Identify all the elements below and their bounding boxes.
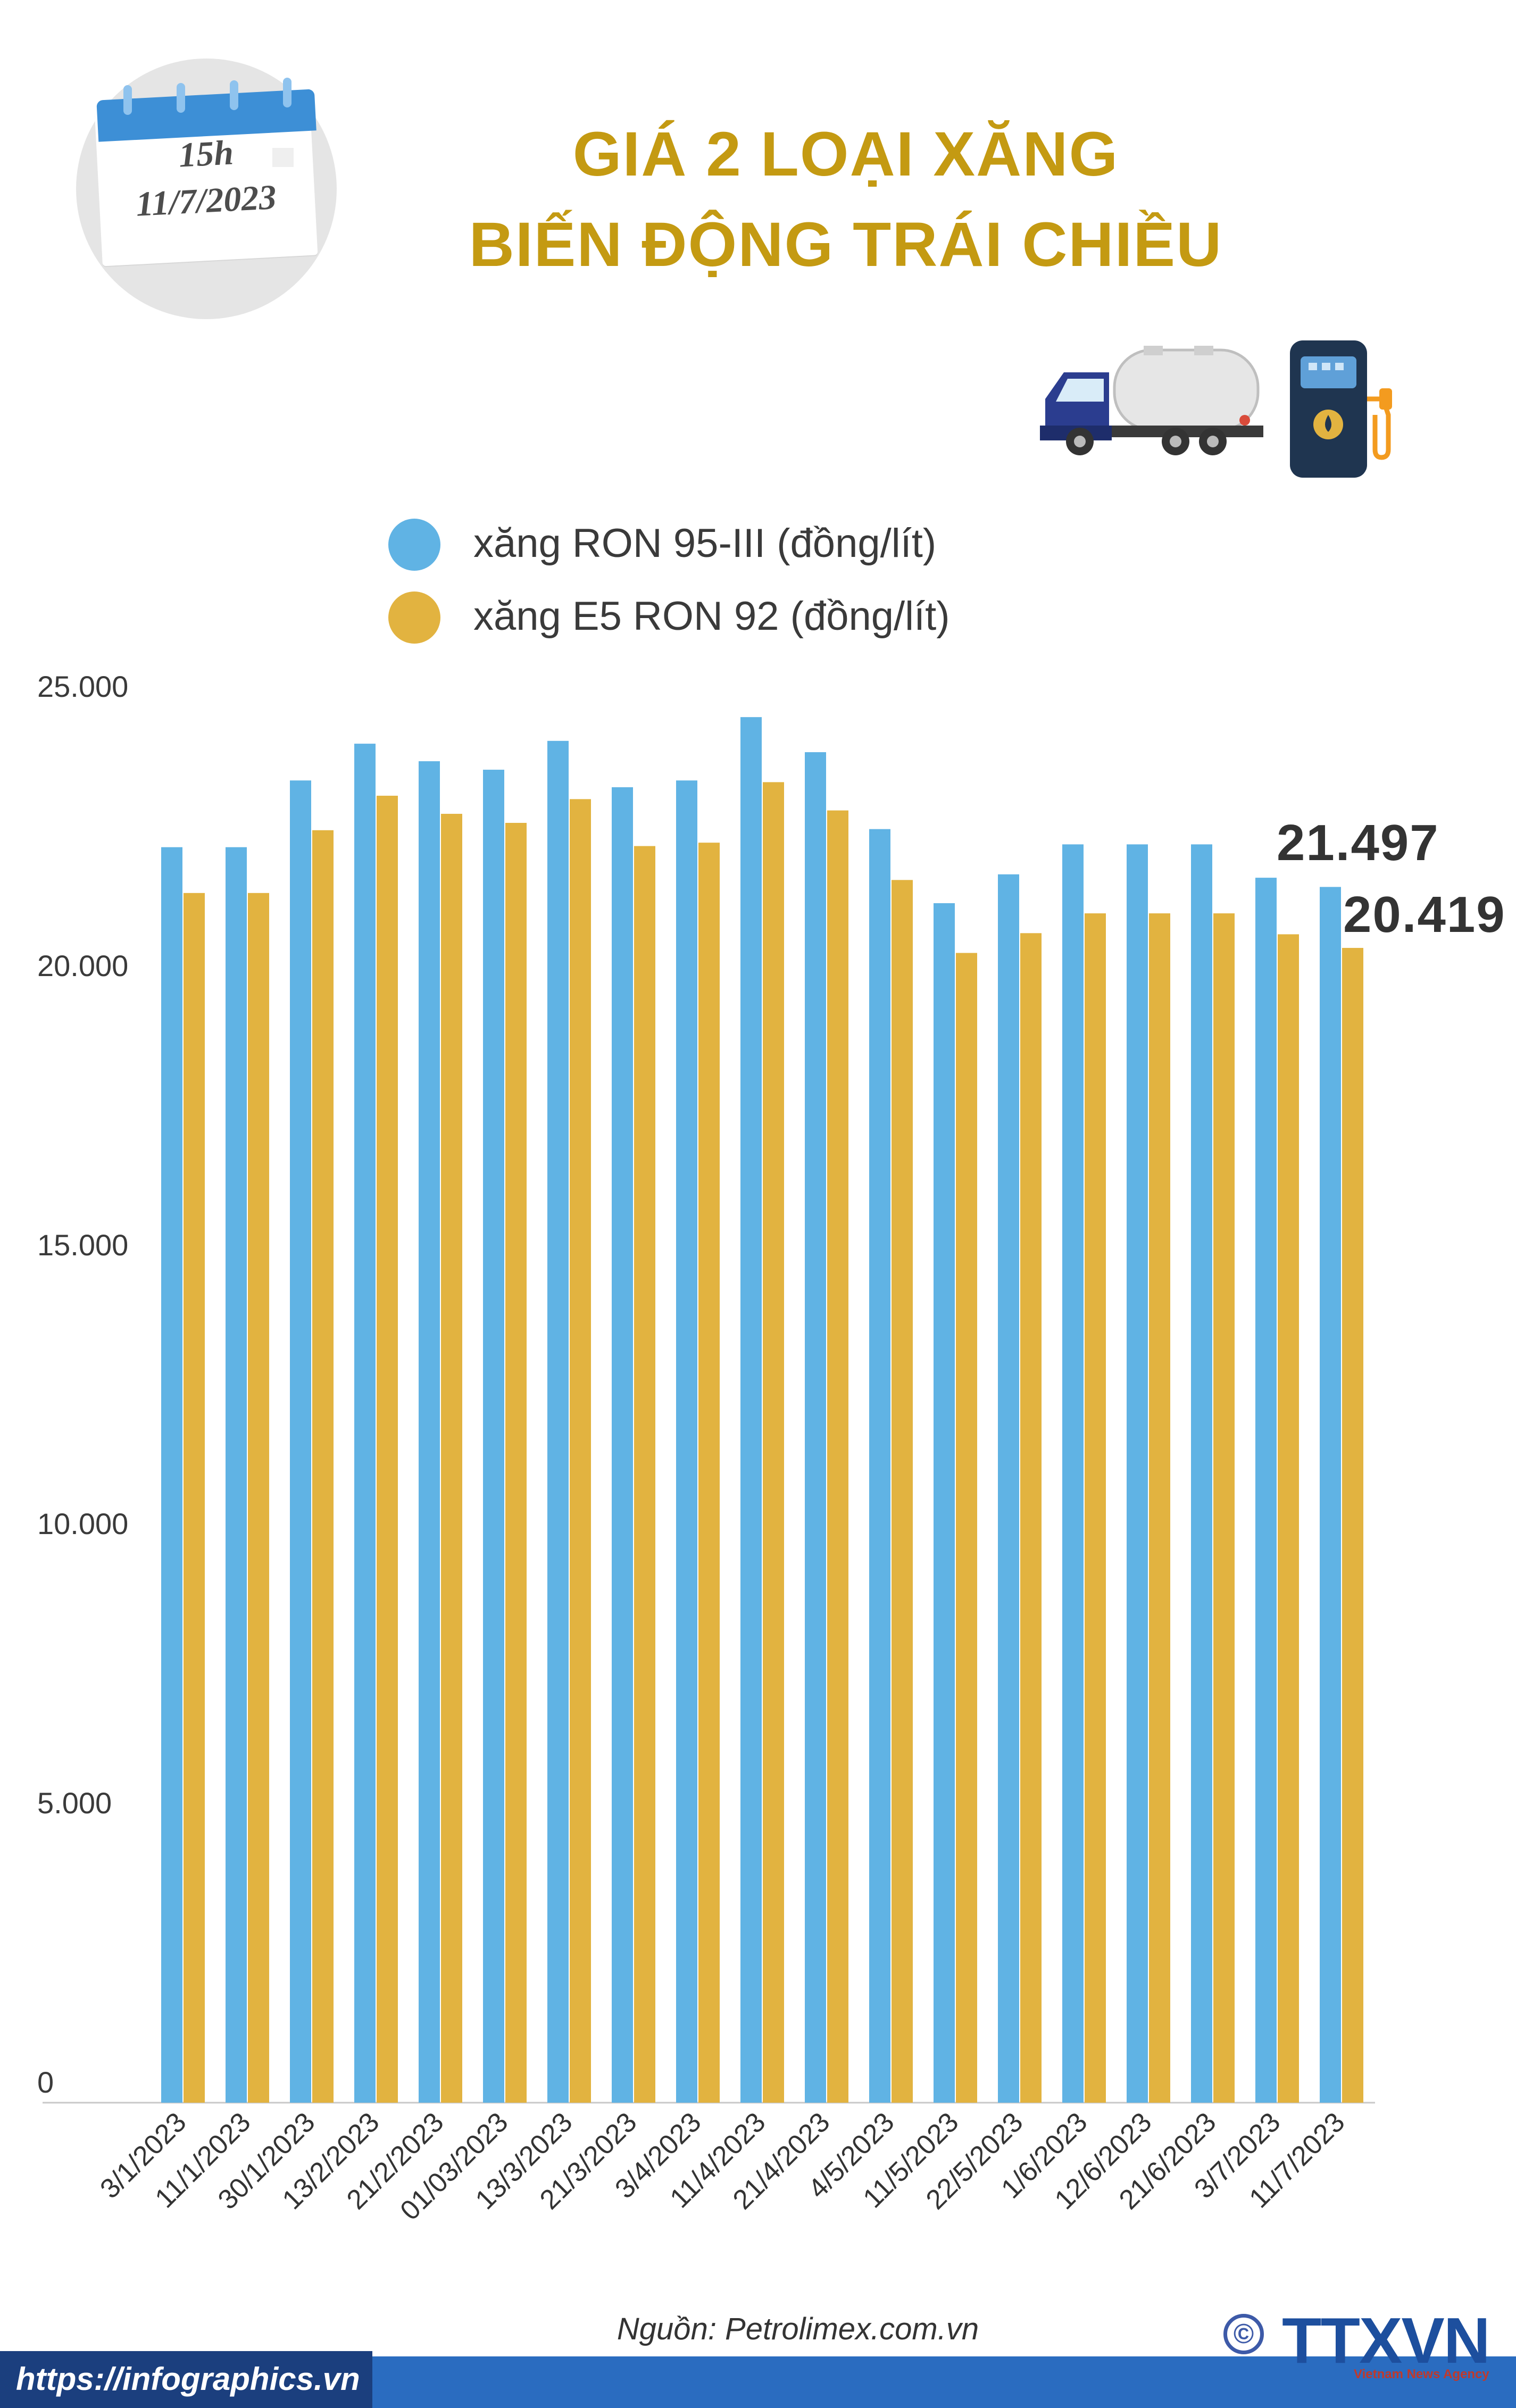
- calendar-ring-icon: [177, 83, 185, 113]
- bar-ron95: [419, 761, 440, 2103]
- legend-label-ron95: xăng RON 95-III (đồng/lít): [473, 521, 937, 566]
- bar-ron95: [547, 740, 569, 2103]
- y-tick-label: 10.000: [37, 1507, 129, 1540]
- bar-ron95: [740, 717, 762, 2103]
- bar-e5: [1342, 948, 1363, 2103]
- bar-e5: [892, 880, 913, 2103]
- y-tick-label: 15.000: [37, 1228, 129, 1262]
- bar-ron95: [354, 744, 376, 2103]
- title-line-1: GIÁ 2 LOẠI XĂNG: [572, 119, 1119, 189]
- bar-ron95: [805, 752, 826, 2103]
- bar-ron95: [869, 829, 890, 2103]
- bar-e5: [634, 846, 655, 2103]
- bar-e5: [570, 799, 591, 2103]
- bar-e5: [1020, 933, 1042, 2103]
- bar-ron95: [483, 770, 504, 2103]
- bar-ron95: [998, 874, 1019, 2103]
- bar-e5: [505, 822, 527, 2103]
- legend-label-e5: xăng E5 RON 92 (đồng/lít): [473, 594, 950, 639]
- bar-ron95: [1062, 844, 1084, 2103]
- bar-e5: [377, 795, 398, 2103]
- bar-e5: [1213, 913, 1235, 2103]
- bar-e5: [698, 843, 720, 2103]
- bar-e5: [1149, 913, 1170, 2103]
- title-line-2: BIẾN ĐỘNG TRÁI CHIỀU: [469, 210, 1223, 280]
- bar-ron95: [1191, 844, 1212, 2103]
- calendar-ring-icon: [230, 80, 238, 110]
- bar-chart: 3/1/202311/1/202330/1/202313/2/202321/2/…: [43, 717, 1375, 2227]
- bar-e5: [1278, 934, 1299, 2103]
- bar-ron95: [1320, 887, 1341, 2103]
- bar-e5: [441, 813, 462, 2103]
- end-label-e5: 20.419: [1343, 886, 1506, 943]
- copyright-icon: ©: [1223, 2314, 1264, 2354]
- bar-ron95: [290, 780, 311, 2103]
- source-note: Nguồn: Petrolimex.com.vn: [617, 2312, 979, 2346]
- bar-e5: [763, 782, 784, 2103]
- bar-e5: [248, 893, 269, 2103]
- legend-marker-ron95: [388, 519, 440, 571]
- footer-tab: [0, 2351, 372, 2408]
- fuel-tanker-truck-icon: [1040, 346, 1263, 455]
- brand-subtitle: Vietnam News Agency: [1354, 2367, 1489, 2381]
- bar-e5: [956, 953, 977, 2103]
- bar-ron95: [934, 903, 955, 2103]
- bar-ron95: [1127, 844, 1148, 2103]
- y-tick-label: 5.000: [37, 1786, 112, 1820]
- calendar-ring-icon: [283, 78, 291, 107]
- footer-url-link[interactable]: https://infographics.vn: [16, 2361, 360, 2397]
- bar-ron95: [161, 847, 182, 2103]
- y-tick-label: 20.000: [37, 949, 129, 982]
- bar-ron95: [676, 780, 697, 2103]
- calendar-corner: [272, 148, 294, 167]
- fuel-pump-icon: [1290, 340, 1392, 478]
- bar-ron95: [612, 787, 633, 2103]
- y-tick-label: 0: [37, 2065, 54, 2099]
- bar-ron95: [1255, 878, 1277, 2103]
- bar-e5: [184, 893, 205, 2103]
- bar-e5: [827, 810, 848, 2103]
- y-tick-label: 25.000: [37, 670, 129, 703]
- bar-e5: [1085, 913, 1106, 2103]
- end-label-ron95: 21.497: [1277, 814, 1439, 871]
- brand-logo: TTXVN: [1282, 2304, 1490, 2377]
- bar-e5: [312, 830, 334, 2103]
- calendar-ring-icon: [123, 85, 132, 115]
- legend-marker-e5: [388, 591, 440, 644]
- bar-ron95: [226, 847, 247, 2103]
